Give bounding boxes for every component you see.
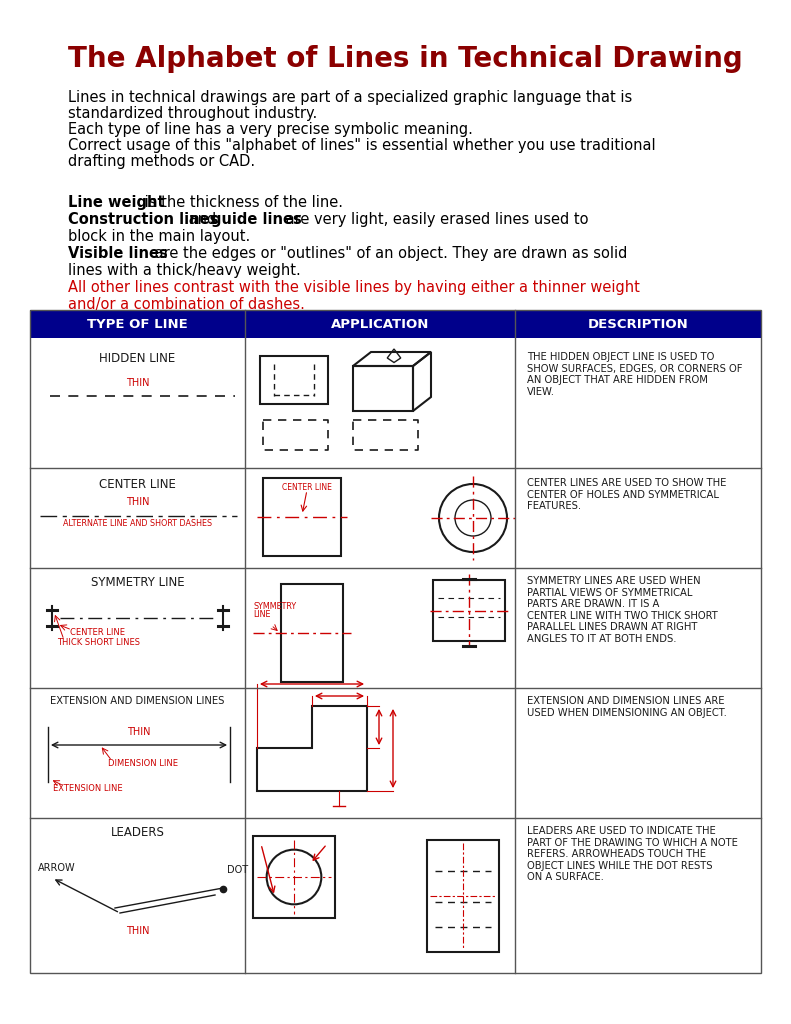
Text: THIN: THIN — [126, 497, 149, 507]
Text: Lines in technical drawings are part of a specialized graphic language that is: Lines in technical drawings are part of … — [68, 90, 632, 105]
Text: All other lines contrast with the visible lines by having either a thinner weigh: All other lines contrast with the visibl… — [68, 280, 640, 295]
Text: DOT: DOT — [227, 865, 248, 874]
Text: ARROW: ARROW — [38, 863, 76, 873]
Text: Construction lines: Construction lines — [68, 212, 218, 227]
Text: THICK SHORT LINES: THICK SHORT LINES — [57, 638, 140, 647]
Text: CENTER LINE: CENTER LINE — [282, 483, 332, 492]
Text: Visible lines: Visible lines — [68, 246, 168, 261]
Text: EXTENSION AND DIMENSION LINES: EXTENSION AND DIMENSION LINES — [51, 696, 225, 706]
Text: SYMMETRY LINE: SYMMETRY LINE — [91, 575, 184, 589]
Text: CENTER LINE: CENTER LINE — [70, 628, 125, 637]
Bar — [30, 310, 761, 338]
Text: EXTENSION AND DIMENSION LINES ARE
USED WHEN DIMENSIONING AN OBJECT.: EXTENSION AND DIMENSION LINES ARE USED W… — [527, 696, 727, 718]
Text: THE HIDDEN OBJECT LINE IS USED TO
SHOW SURFACES, EDGES, OR CORNERS OF
AN OBJECT : THE HIDDEN OBJECT LINE IS USED TO SHOW S… — [527, 352, 743, 396]
Text: LEADERS ARE USED TO INDICATE THE
PART OF THE DRAWING TO WHICH A NOTE
REFERS. ARR: LEADERS ARE USED TO INDICATE THE PART OF… — [527, 826, 738, 883]
Text: DIMENSION LINE: DIMENSION LINE — [108, 759, 178, 768]
Text: DESCRIPTION: DESCRIPTION — [588, 317, 688, 331]
Text: SYMMETRY LINES ARE USED WHEN
PARTIAL VIEWS OF SYMMETRICAL
PARTS ARE DRAWN. IT IS: SYMMETRY LINES ARE USED WHEN PARTIAL VIE… — [527, 575, 717, 644]
Text: CENTER LINES ARE USED TO SHOW THE
CENTER OF HOLES AND SYMMETRICAL
FEATURES.: CENTER LINES ARE USED TO SHOW THE CENTER… — [527, 478, 726, 511]
Text: EXTENSION LINE: EXTENSION LINE — [53, 784, 123, 793]
Bar — [433, 580, 505, 641]
Bar — [427, 840, 499, 952]
Text: THIN: THIN — [127, 727, 151, 737]
Text: TYPE OF LINE: TYPE OF LINE — [87, 317, 188, 331]
Text: THIN: THIN — [126, 926, 149, 936]
Text: SYMMETRY: SYMMETRY — [253, 602, 296, 611]
Text: are very light, easily erased lines used to: are very light, easily erased lines used… — [281, 212, 589, 227]
Bar — [260, 356, 328, 404]
Text: guide lines: guide lines — [211, 212, 301, 227]
Text: Correct usage of this "alphabet of lines" is essential whether you use tradition: Correct usage of this "alphabet of lines… — [68, 138, 656, 153]
Text: THIN: THIN — [126, 378, 149, 388]
Text: ALTERNATE LINE AND SHORT DASHES: ALTERNATE LINE AND SHORT DASHES — [63, 519, 212, 528]
Text: HIDDEN LINE: HIDDEN LINE — [100, 352, 176, 365]
Text: are the edges or "outlines" of an object. They are drawn as solid: are the edges or "outlines" of an object… — [150, 246, 627, 261]
Bar — [253, 836, 335, 918]
Text: lines with a thick/heavy weight.: lines with a thick/heavy weight. — [68, 263, 301, 278]
Text: standardized throughout industry.: standardized throughout industry. — [68, 106, 317, 121]
Bar — [263, 478, 341, 556]
Bar — [353, 366, 413, 411]
Text: CENTER LINE: CENTER LINE — [99, 478, 176, 490]
Text: Line weight: Line weight — [68, 195, 165, 210]
Text: APPLICATION: APPLICATION — [331, 317, 430, 331]
Bar — [30, 310, 761, 973]
Text: The Alphabet of Lines in Technical Drawing: The Alphabet of Lines in Technical Drawi… — [68, 45, 743, 73]
Text: Each type of line has a very precise symbolic meaning.: Each type of line has a very precise sym… — [68, 122, 473, 137]
Text: and/or a combination of dashes.: and/or a combination of dashes. — [68, 297, 305, 312]
Text: block in the main layout.: block in the main layout. — [68, 229, 250, 244]
Text: drafting methods or CAD.: drafting methods or CAD. — [68, 154, 255, 169]
Text: is the thickness of the line.: is the thickness of the line. — [140, 195, 343, 210]
Text: LEADERS: LEADERS — [111, 826, 165, 839]
Text: and: and — [184, 212, 221, 227]
Text: LINE: LINE — [253, 610, 271, 618]
